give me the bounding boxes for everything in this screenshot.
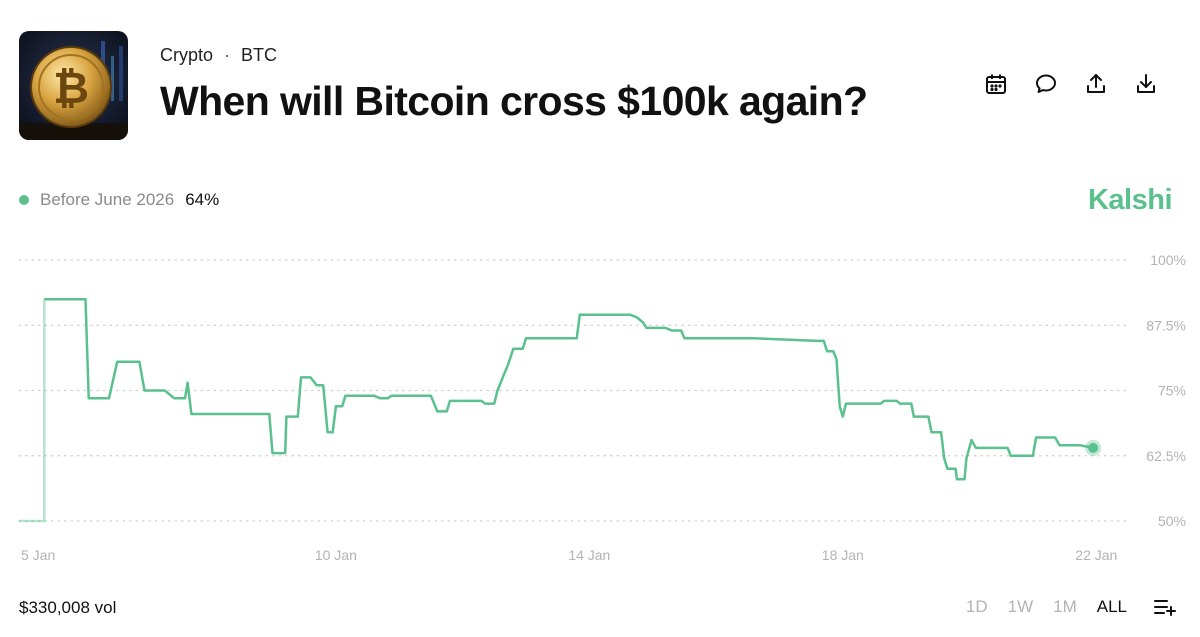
breadcrumb: Crypto · BTC xyxy=(160,45,277,66)
calendar-button[interactable] xyxy=(982,70,1010,98)
action-bar xyxy=(982,70,1160,98)
list-add-icon xyxy=(1154,600,1176,616)
comment-button[interactable] xyxy=(1032,70,1060,98)
y-tick-label: 87.5% xyxy=(1146,317,1186,333)
brand-logo: Kalshi xyxy=(1087,184,1173,216)
svg-text:₿: ₿ xyxy=(53,63,89,114)
y-tick-label: 75% xyxy=(1158,383,1186,399)
x-tick-label: 14 Jan xyxy=(568,547,610,563)
time-range-selector: 1D 1W 1M ALL xyxy=(946,596,1177,618)
range-all-button[interactable]: ALL xyxy=(1096,597,1127,616)
calendar-icon xyxy=(986,74,1006,94)
series-endpoint xyxy=(1088,442,1099,453)
series-line-start xyxy=(19,299,46,523)
chart-options-button[interactable] xyxy=(1153,596,1177,618)
volume-label: $330,008 vol xyxy=(19,598,117,617)
y-tick-label: 50% xyxy=(1158,513,1186,529)
market-thumbnail: ₿ xyxy=(19,31,128,140)
x-tick-label: 5 Jan xyxy=(21,547,55,563)
download-button[interactable] xyxy=(1132,70,1160,98)
share-icon xyxy=(1087,74,1105,93)
bitcoin-coin-image: ₿ xyxy=(19,31,128,140)
share-button[interactable] xyxy=(1082,70,1110,98)
market-title: When will Bitcoin cross $100k again? xyxy=(160,78,868,124)
range-1d-button[interactable]: 1D xyxy=(965,597,988,616)
x-tick-label: 10 Jan xyxy=(315,547,357,563)
x-tick-label: 18 Jan xyxy=(822,547,864,563)
category-link[interactable]: Crypto xyxy=(160,45,214,65)
range-1w-button[interactable]: 1W xyxy=(1007,597,1034,616)
legend-dot xyxy=(19,195,29,205)
y-tick-label: 62.5% xyxy=(1146,448,1186,464)
legend-series-value: 64% xyxy=(185,190,220,209)
comment-icon xyxy=(1036,74,1056,93)
range-1m-button[interactable]: 1M xyxy=(1053,597,1077,616)
price-chart: 100% 87.5% 75% 62.5% 50% 5 Jan 10 Jan 14 Jan 18 … xyxy=(18,252,1186,563)
series-line xyxy=(44,297,1094,481)
breadcrumb-separator: · xyxy=(224,45,231,65)
ticker-link[interactable]: BTC xyxy=(241,45,278,65)
legend-series-name: Before June 2026 xyxy=(40,190,175,209)
chart-legend: Before June 2026 64% xyxy=(19,190,219,210)
download-icon xyxy=(1137,74,1155,93)
y-tick-label: 100% xyxy=(1150,252,1186,268)
x-tick-label: 22 Jan xyxy=(1075,547,1117,563)
